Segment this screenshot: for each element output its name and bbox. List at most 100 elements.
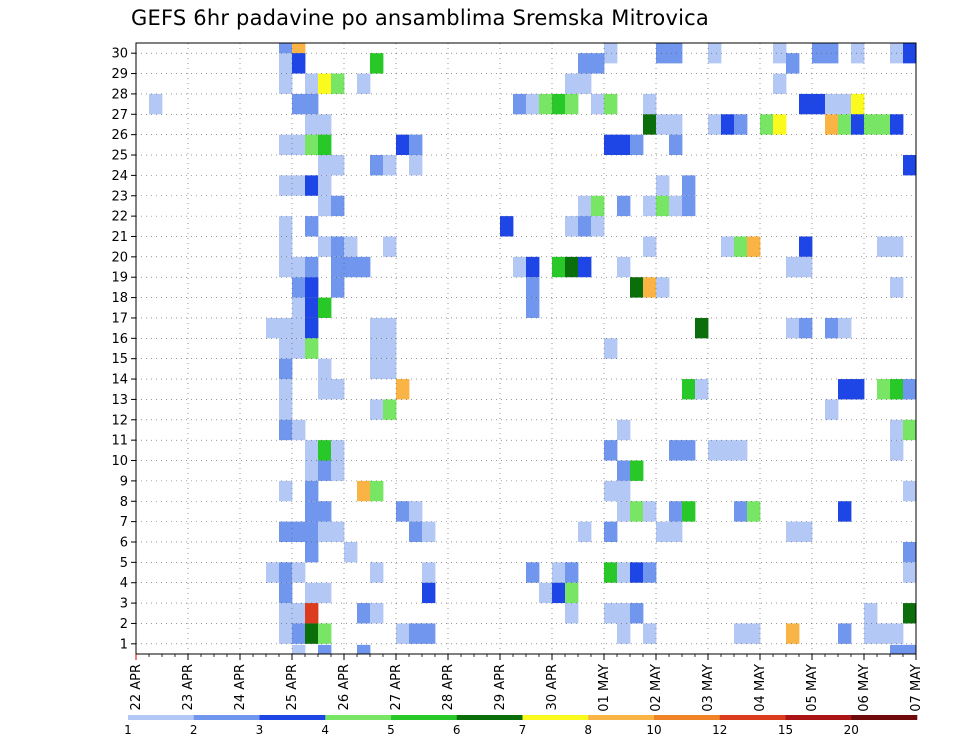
- heatmap-cell: [526, 277, 540, 298]
- x-tick-label: 24 APR: [233, 664, 248, 710]
- colorbar-segment: [391, 715, 458, 720]
- y-tick-label: 2: [120, 617, 128, 632]
- y-tick-label: 6: [120, 535, 128, 550]
- heatmap-cell: [318, 358, 332, 380]
- y-tick-label: 3: [120, 597, 128, 612]
- heatmap-cell: [370, 317, 384, 339]
- heatmap-cell: [903, 480, 917, 502]
- heatmap-cell: [279, 582, 293, 604]
- heatmap-cell: [513, 93, 527, 115]
- heatmap-cell: [669, 440, 683, 461]
- heatmap-cell: [656, 175, 670, 196]
- heatmap-cell: [734, 114, 748, 135]
- heatmap-cell: [604, 93, 618, 115]
- colorbar-label: 12: [712, 723, 727, 737]
- heatmap-cell: [617, 562, 631, 583]
- heatmap-cell: [838, 623, 852, 644]
- heatmap-cell: [370, 338, 384, 359]
- heatmap-cell: [617, 195, 631, 217]
- heatmap-cell: [292, 562, 306, 583]
- heatmap-cell: [643, 562, 657, 583]
- heatmap-cell: [396, 379, 410, 400]
- heatmap-cell: [331, 277, 345, 298]
- heatmap-cell: [786, 521, 800, 542]
- x-tick-label: 05 MAY: [805, 664, 820, 712]
- heatmap-cell: [682, 501, 696, 522]
- colorbar-label: 4: [321, 723, 329, 737]
- heatmap-cell: [786, 53, 800, 74]
- heatmap-cell: [773, 43, 787, 64]
- heatmap-cell: [279, 358, 293, 380]
- heatmap-cell: [292, 419, 306, 441]
- heatmap-cell: [890, 419, 904, 441]
- plot-gridlines: [136, 43, 916, 654]
- heatmap-cell: [292, 53, 306, 74]
- heatmap-cell: [331, 73, 345, 94]
- heatmap-cell: [331, 195, 345, 217]
- heatmap-cell: [552, 256, 566, 278]
- heatmap-cell: [305, 277, 319, 298]
- heatmap-cell: [799, 521, 813, 542]
- heatmap-cell: [331, 440, 345, 461]
- colorbar-segment: [259, 715, 326, 720]
- heatmap-cell: [279, 562, 293, 583]
- heatmap-cell: [747, 236, 761, 257]
- heatmap-cell: [903, 419, 917, 441]
- heatmap-cell: [708, 440, 722, 461]
- heatmap-cell: [643, 114, 657, 135]
- heatmap-cell: [279, 175, 293, 196]
- heatmap-cell: [318, 521, 332, 542]
- heatmap-cell: [877, 114, 891, 135]
- heatmap-cell: [890, 623, 904, 644]
- heatmap-cell: [656, 521, 670, 542]
- heatmap-cell: [669, 134, 683, 156]
- heatmap-cell: [617, 419, 631, 441]
- y-tick-label: 10: [111, 454, 128, 469]
- heatmap-cell: [877, 236, 891, 257]
- heatmap-cell: [292, 644, 306, 655]
- heatmap-cell: [877, 379, 891, 400]
- heatmap-cell: [721, 236, 735, 257]
- heatmap-cell: [903, 379, 917, 400]
- heatmap-cell: [617, 256, 631, 278]
- heatmap-cell: [786, 623, 800, 644]
- heatmap-cell: [552, 93, 566, 115]
- colorbar-label: 10: [646, 723, 661, 737]
- heatmap-cell: [630, 460, 644, 481]
- heatmap-cell: [305, 440, 319, 461]
- y-tick-label: 13: [111, 393, 128, 408]
- heatmap-cell: [305, 460, 319, 481]
- heatmap-cell: [279, 623, 293, 644]
- colorbar-segment: [128, 715, 195, 720]
- heatmap-cell: [279, 338, 293, 359]
- y-tick-label: 11: [111, 434, 128, 449]
- y-tick-label: 18: [111, 291, 128, 306]
- y-tick-label: 4: [120, 576, 128, 591]
- colorbar-label: 15: [778, 723, 793, 737]
- heatmap-cell: [708, 114, 722, 135]
- heatmap-cell: [279, 73, 293, 94]
- x-tick-label: 07 MAY: [909, 664, 924, 712]
- heatmap-cell: [305, 582, 319, 604]
- heatmap-cell: [617, 480, 631, 502]
- heatmap-cell: [799, 93, 813, 115]
- y-tick-label: 26: [111, 128, 128, 143]
- heatmap-cell: [578, 256, 592, 278]
- heatmap-cell: [591, 195, 605, 217]
- heatmap-cell: [617, 134, 631, 156]
- heatmap-cell: [331, 155, 345, 176]
- heatmap-cell: [669, 501, 683, 522]
- heatmap-cell: [357, 256, 371, 278]
- heatmap-cell: [292, 338, 306, 359]
- heatmap-cell: [682, 175, 696, 196]
- heatmap-cell: [656, 43, 670, 64]
- heatmap-cell: [292, 134, 306, 156]
- y-tick-label: 21: [111, 230, 128, 245]
- heatmap-cell: [851, 114, 865, 135]
- heatmap-cell: [383, 399, 397, 420]
- heatmap-cell: [370, 53, 384, 74]
- heatmap-cell: [591, 216, 605, 237]
- heatmap-cell: [357, 603, 371, 624]
- heatmap-cell: [851, 43, 865, 64]
- heatmap-cell: [279, 216, 293, 237]
